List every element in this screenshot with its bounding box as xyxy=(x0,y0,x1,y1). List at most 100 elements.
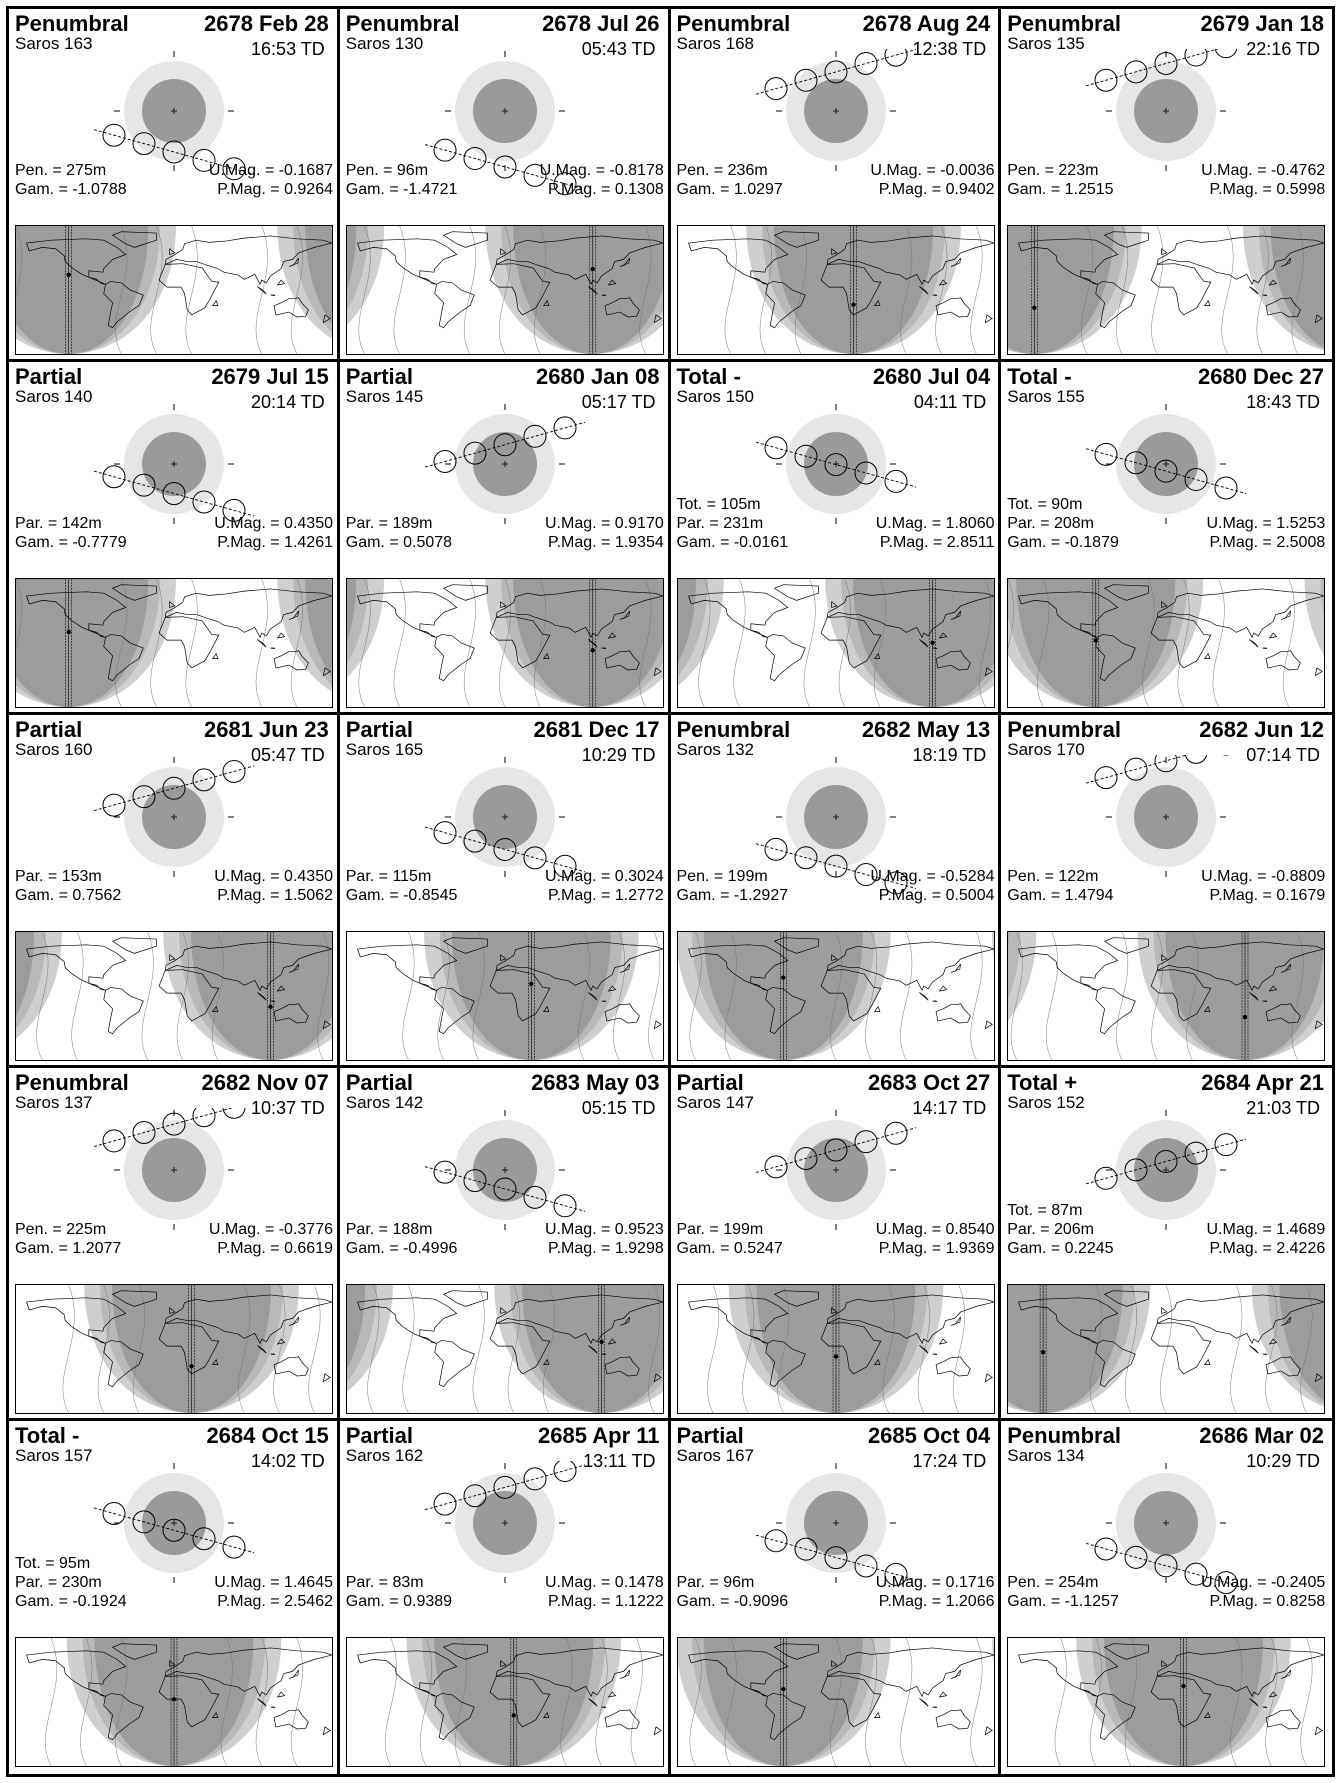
shadow-diagram xyxy=(1086,404,1247,524)
landmass xyxy=(211,1005,219,1013)
moon-position xyxy=(1094,68,1118,92)
moon-position xyxy=(162,1112,186,1136)
landmass xyxy=(26,944,127,991)
moon-position xyxy=(1214,49,1238,59)
greatest-eclipse-time: 05:43 TD xyxy=(581,39,656,59)
landmass xyxy=(826,941,994,992)
eclipse-type: Total + xyxy=(1007,1070,1078,1095)
moon-position xyxy=(884,1562,907,1586)
eclipse-date: 2682 Nov 07 xyxy=(201,1070,329,1095)
moon-path xyxy=(1086,448,1247,494)
duration-stat: Gam. = 1.4794 xyxy=(1007,887,1114,904)
landmass xyxy=(1157,235,1325,286)
moon-position xyxy=(854,863,877,887)
night-region xyxy=(16,226,149,354)
landmass xyxy=(687,1650,788,1697)
contact-curve xyxy=(1230,1638,1243,1766)
landmass xyxy=(257,1698,267,1707)
night-region xyxy=(1008,226,1115,354)
moon-position xyxy=(764,1529,787,1553)
eclipse-type: Partial xyxy=(676,1423,744,1448)
duration-stat: Gam. = -0.4996 xyxy=(345,1240,458,1257)
saros-number: Saros 137 xyxy=(15,1093,93,1112)
duration-stat: Tot. = 90m xyxy=(1007,496,1083,513)
magnitude-stat: U.Mag. = 0.8540 xyxy=(875,1221,995,1238)
landmass xyxy=(587,1345,598,1354)
saros-number: Saros 155 xyxy=(1007,387,1085,406)
contact-curve xyxy=(1008,579,1015,707)
landmass xyxy=(932,1353,937,1356)
contact-curve xyxy=(1081,226,1094,354)
eclipse-date: 2679 Jan 18 xyxy=(1200,11,1324,36)
landmass xyxy=(820,1675,881,1728)
landmass xyxy=(542,299,550,307)
contact-curve xyxy=(238,1285,251,1413)
sub-lunar-point xyxy=(1093,638,1099,643)
contact-curve xyxy=(419,1638,432,1766)
moon-position xyxy=(764,837,787,861)
duration-stat: Par. = 189m xyxy=(345,515,433,532)
moon-position xyxy=(1124,1545,1148,1569)
contact-curve xyxy=(384,1638,397,1766)
landmass xyxy=(1095,1693,1137,1741)
contact-curve xyxy=(533,579,546,707)
landmass xyxy=(601,294,606,297)
contact-curve xyxy=(367,1285,380,1413)
contact-curve xyxy=(697,579,710,707)
moon-position xyxy=(162,482,186,506)
magnitude-stat: P.Mag. = 1.2772 xyxy=(547,887,664,904)
contact-curve xyxy=(794,226,807,354)
moon-path xyxy=(755,49,916,95)
magnitude-stat: U.Mag. = 0.3024 xyxy=(545,868,664,885)
landmass xyxy=(276,279,286,286)
moon-position xyxy=(854,461,877,485)
duration-stat: Par. = 231m xyxy=(676,515,764,532)
contact-curve xyxy=(899,932,912,1060)
contact-curve xyxy=(255,1638,268,1766)
eclipse-type: Partial xyxy=(345,364,414,389)
landmass xyxy=(1314,1726,1324,1736)
eclipse-date: 2680 Jul 04 xyxy=(872,364,991,389)
moon-position xyxy=(884,469,907,493)
landmass xyxy=(1150,1675,1212,1728)
duration-stat: Gam. = -1.1257 xyxy=(1007,1593,1119,1610)
contact-curve xyxy=(706,1285,719,1413)
eclipse-panel: Penumbral 2678 Aug 24 Saros 168 12:38 TD Pen… xyxy=(670,9,1002,362)
landmass xyxy=(26,238,127,285)
moon-position xyxy=(1124,451,1148,475)
landmass xyxy=(687,1297,788,1344)
moon-position xyxy=(1154,1554,1178,1578)
contact-curve xyxy=(899,1638,912,1766)
eclipse-type: Partial xyxy=(345,1070,414,1095)
eclipse-type: Penumbral xyxy=(1007,717,1121,742)
landmass xyxy=(1150,969,1212,1022)
landmass xyxy=(270,294,276,297)
landmass xyxy=(270,1353,276,1356)
visibility-map xyxy=(345,225,664,355)
landmass xyxy=(169,1660,176,1667)
contact-curve xyxy=(689,1638,702,1766)
duration-stat: Pen. = 254m xyxy=(1007,1574,1099,1591)
landmass xyxy=(764,1340,806,1388)
sub-lunar-point xyxy=(590,266,595,272)
landmass xyxy=(773,231,819,248)
landmass xyxy=(158,1322,220,1375)
contact-curve xyxy=(115,226,128,354)
greatest-eclipse-time: 22:16 TD xyxy=(1246,39,1320,59)
contact-curve xyxy=(393,226,406,354)
eclipse-date: 2685 Oct 04 xyxy=(867,1423,991,1448)
landmass xyxy=(938,632,947,639)
duration-stat: Tot. = 105m xyxy=(676,496,761,513)
moon-path xyxy=(93,129,255,175)
moon-position xyxy=(102,793,126,817)
eclipse-panel: Partial 2679 Jul 15 Saros 140 20:14 TD Par. … xyxy=(9,362,340,715)
landmass xyxy=(873,1358,880,1366)
shadow-diagram xyxy=(424,1461,585,1583)
contact-curve xyxy=(97,1285,110,1413)
contact-curve xyxy=(220,1638,233,1766)
magnitude-stat: P.Mag. = 2.5008 xyxy=(1209,534,1326,551)
moon-position xyxy=(794,1537,817,1561)
contact-curve xyxy=(969,226,982,354)
eclipse-date: 2680 Jan 08 xyxy=(535,364,660,389)
saros-number: Saros 160 xyxy=(15,740,93,759)
